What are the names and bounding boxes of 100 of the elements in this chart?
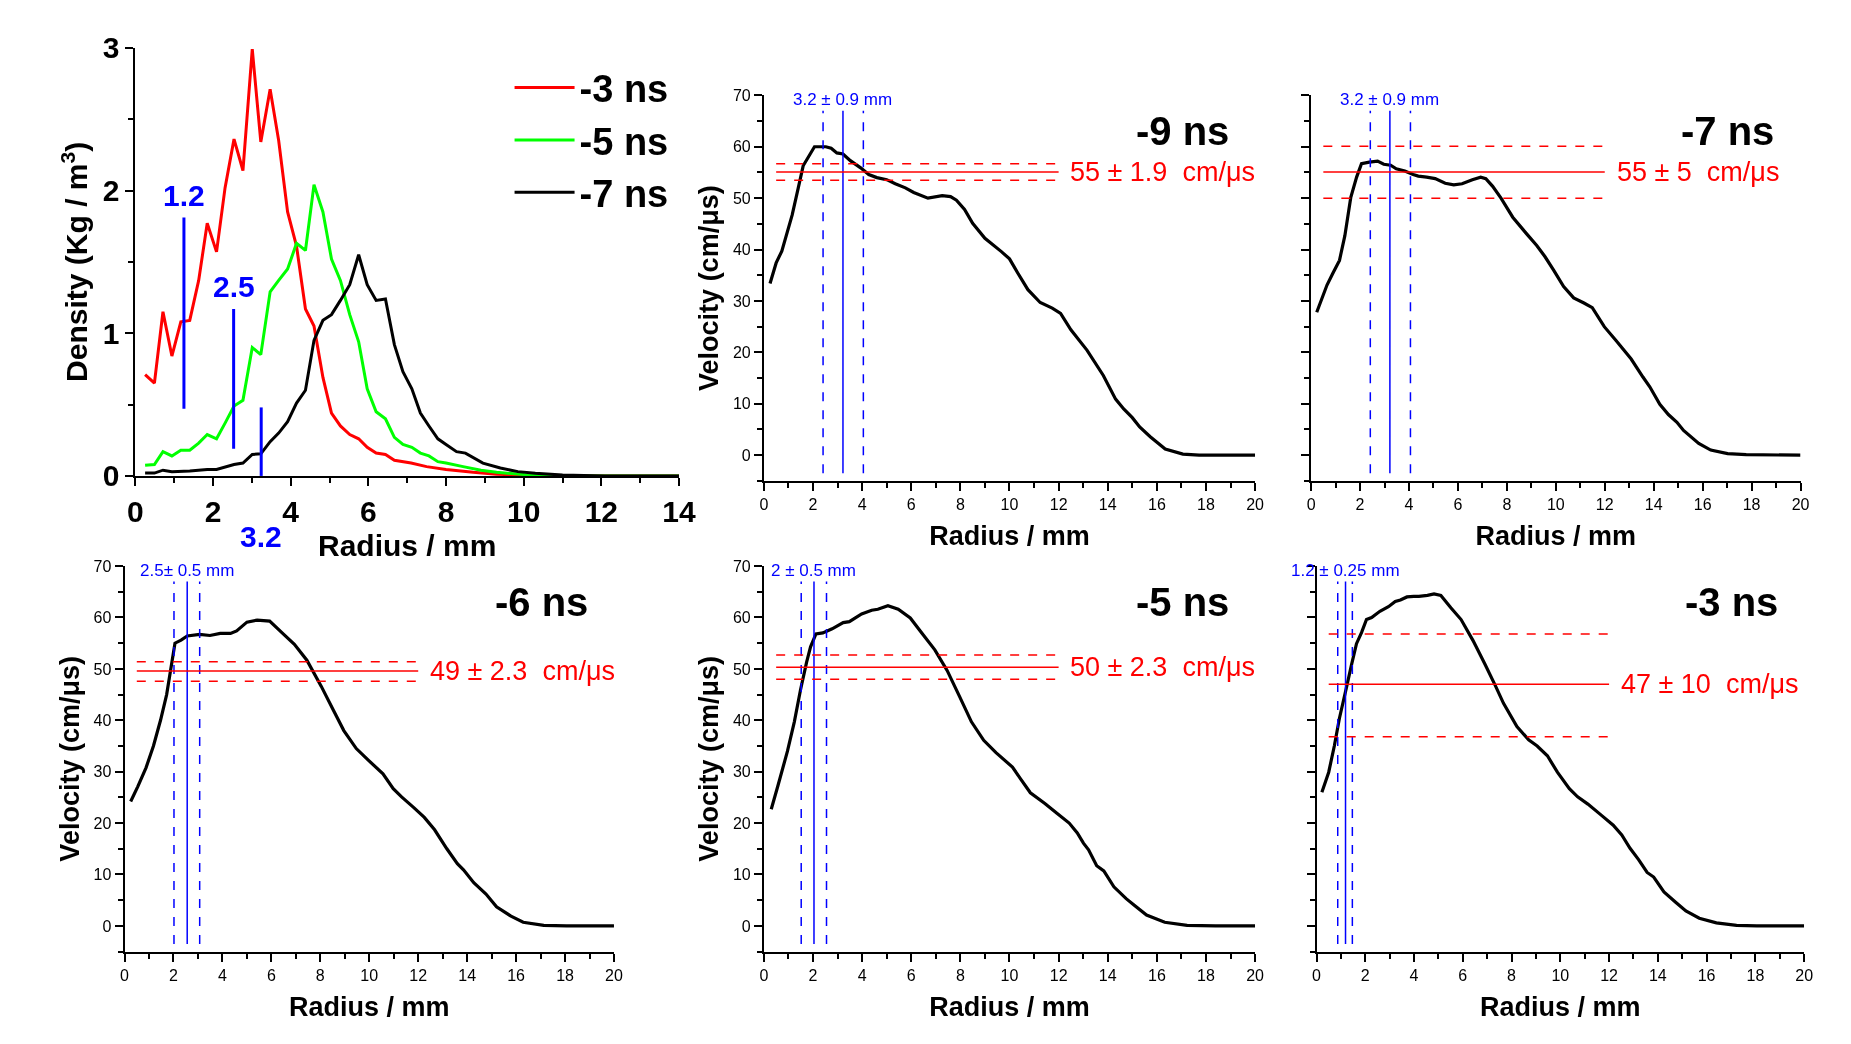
ref-line-label: 47 ± 10 cm/μs: [1621, 669, 1799, 699]
x-tick-label: 20: [605, 966, 623, 984]
y-tick-label: 50: [732, 660, 751, 678]
x-tick-label: 4: [857, 496, 867, 514]
x-tick-label: 12: [584, 494, 619, 528]
x-tick-label: 10: [1000, 496, 1019, 514]
x-tick-label: 4: [857, 966, 867, 984]
x-tick-label: 14: [662, 494, 696, 528]
annotation: 2.5: [213, 270, 255, 303]
y-tick-label: 50: [732, 189, 751, 207]
x-tick-label: 8: [437, 494, 455, 528]
x-tick-label: 2: [1360, 966, 1370, 984]
x-tick-label: 6: [1453, 496, 1463, 514]
x-tick-label: 8: [955, 496, 965, 514]
x-tick-label: 4: [1409, 966, 1419, 984]
x-tick-label: 20: [1246, 966, 1265, 984]
y-tick-label: 60: [93, 609, 112, 627]
x-tick-label: 18: [556, 966, 575, 984]
x-tick-label: 8: [1507, 966, 1517, 984]
chart-title: -5 ns: [1136, 580, 1230, 624]
annotation: 3.2: [240, 520, 282, 553]
ref-line-label: 1.2 ± 0.25 mm: [1291, 561, 1400, 580]
x-axis-title: Radius / mm: [929, 520, 1090, 551]
y-tick-label: 20: [732, 343, 751, 361]
y-tick-label: 60: [732, 609, 751, 627]
y-tick-label: 30: [732, 292, 751, 310]
ref-line-label: 55 ± 5 cm/μs: [1617, 157, 1780, 187]
y-tick-label: 70: [732, 557, 751, 575]
y-tick-label: 0: [741, 917, 751, 935]
chart-title: -9 ns: [1136, 109, 1230, 153]
x-tick-label: 4: [217, 966, 227, 984]
x-tick-label: 10: [1000, 966, 1019, 984]
chart-title: -3 ns: [1685, 580, 1779, 624]
y-tick-label: 50: [93, 660, 112, 678]
x-tick-label: 2: [808, 966, 818, 984]
y-tick-label: 60: [732, 138, 751, 156]
x-tick-label: 18: [1746, 966, 1765, 984]
y-axis-title: Velocity (cm/μs): [694, 656, 725, 862]
y-tick-label: 1: [102, 316, 120, 350]
y-tick-label: 20: [732, 814, 751, 832]
legend-label: -5 ns: [579, 120, 669, 163]
x-tick-label: 0: [127, 494, 144, 528]
ref-line-label: 50 ± 2.3 cm/μs: [1070, 652, 1255, 682]
y-tick-label: 10: [732, 395, 751, 413]
x-tick-label: 16: [507, 966, 526, 984]
y-tick-label: 10: [732, 866, 751, 884]
chart-title: -7 ns: [1681, 109, 1775, 153]
y-axis-title: Velocity (cm/μs): [55, 656, 86, 862]
x-tick-label: 4: [1404, 496, 1414, 514]
x-tick-label: 2: [204, 494, 222, 528]
y-tick-label: 70: [93, 557, 112, 575]
annotation: 1.2: [163, 179, 205, 212]
ref-line-label: 2.5± 0.5 mm: [140, 561, 235, 580]
x-tick-label: 0: [1306, 496, 1316, 514]
x-tick-label: 16: [1693, 496, 1712, 514]
ref-line-label: 2 ± 0.5 mm: [771, 561, 856, 580]
x-axis-title: Radius / mm: [288, 991, 450, 1022]
x-axis-title: Radius / mm: [318, 528, 497, 562]
legend-label: -3 ns: [579, 68, 669, 111]
x-tick-label: 0: [1312, 966, 1322, 984]
x-tick-label: 18: [1197, 496, 1215, 514]
x-tick-label: 10: [360, 966, 379, 984]
ref-line-label: 3.2 ± 0.9 mm: [1340, 90, 1440, 109]
x-tick-label: 10: [1551, 966, 1570, 984]
x-axis-title: Radius / mm: [1475, 520, 1637, 551]
x-tick-label: 12: [1600, 966, 1619, 984]
x-tick-label: 6: [1458, 966, 1468, 984]
y-tick-label: 40: [93, 711, 112, 729]
x-tick-label: 12: [1049, 966, 1068, 984]
x-tick-label: 14: [458, 966, 477, 984]
y-tick-label: 10: [93, 866, 112, 884]
y-tick-label: 30: [732, 763, 751, 781]
x-tick-label: 2: [169, 966, 179, 984]
y-tick-label: 3: [102, 31, 120, 65]
y-axis-title: Velocity (cm/μs): [694, 185, 725, 391]
x-tick-label: 14: [1098, 966, 1117, 984]
x-tick-label: 8: [955, 966, 965, 984]
x-tick-label: 12: [409, 966, 428, 984]
x-tick-label: 16: [1147, 496, 1166, 514]
y-tick-label: 2: [102, 174, 120, 207]
y-tick-label: 0: [102, 917, 112, 935]
y-tick-label: 20: [93, 814, 112, 832]
x-tick-label: 8: [1502, 496, 1512, 514]
y-tick-label: 40: [732, 241, 751, 259]
x-tick-label: 4: [282, 494, 300, 528]
x-tick-label: 18: [1197, 966, 1215, 984]
x-tick-label: 10: [1546, 496, 1565, 514]
x-tick-label: 14: [1098, 496, 1117, 514]
y-tick-label: 0: [741, 446, 751, 464]
ref-line-label: 55 ± 1.9 cm/μs: [1070, 157, 1255, 187]
chart-title: -6 ns: [495, 580, 589, 624]
x-tick-label: 16: [1147, 966, 1166, 984]
x-tick-label: 6: [906, 496, 916, 514]
ref-line-label: 3.2 ± 0.9 mm: [793, 90, 893, 109]
y-tick-label: 40: [732, 711, 751, 729]
x-tick-label: 12: [1595, 496, 1614, 514]
ref-line-label: 49 ± 2.3 cm/μs: [430, 656, 615, 686]
x-axis-title: Radius / mm: [929, 991, 1090, 1022]
x-tick-label: 0: [759, 496, 769, 514]
y-tick-label: 0: [102, 459, 120, 493]
